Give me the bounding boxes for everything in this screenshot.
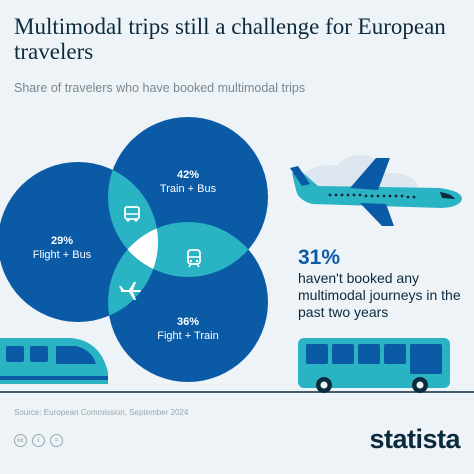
chart-subtitle: Share of travelers who have booked multi… bbox=[14, 81, 306, 95]
cc-icon: cc bbox=[14, 434, 27, 447]
set-name-label: Flight + Bus bbox=[33, 249, 92, 261]
chart-title: Multimodal trips still a challenge for E… bbox=[14, 14, 446, 64]
plane-icon bbox=[119, 282, 141, 300]
attribution-icon: i bbox=[32, 434, 45, 447]
train-illustration bbox=[0, 338, 108, 384]
set-value-label: 29% bbox=[51, 235, 73, 247]
airplane-icon bbox=[290, 158, 462, 226]
noderivs-icon: = bbox=[50, 434, 63, 447]
set-name-label: Fight + Train bbox=[157, 330, 218, 342]
venn-overlap-1-2 bbox=[108, 162, 158, 277]
venn-center bbox=[108, 222, 158, 277]
source-note: Source: European Commission, September 2… bbox=[14, 408, 189, 417]
set-value-label: 36% bbox=[177, 316, 199, 328]
license-icons: cc i = bbox=[14, 434, 63, 447]
none-description: haven't booked any multimodal journeys i… bbox=[298, 270, 461, 320]
statista-logo: statista bbox=[369, 424, 460, 454]
set-value-label: 42% bbox=[177, 169, 199, 181]
set-name-label: Train + Bus bbox=[160, 183, 217, 195]
bus-illustration bbox=[298, 338, 450, 393]
none-percentage: 31% bbox=[298, 246, 341, 269]
train-icon bbox=[187, 249, 201, 268]
bus-icon bbox=[124, 206, 140, 222]
